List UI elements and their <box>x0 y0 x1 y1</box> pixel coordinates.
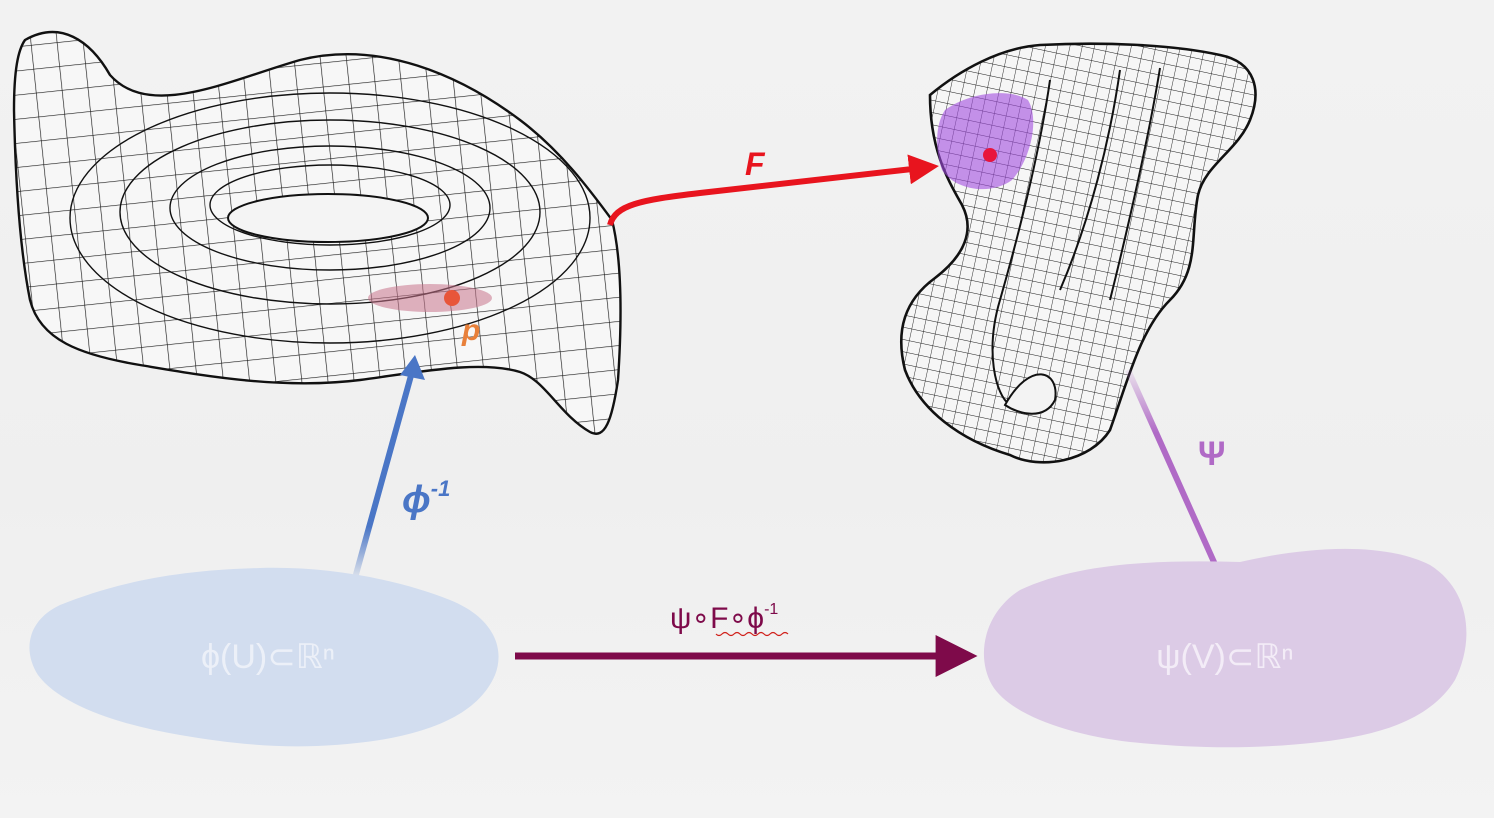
point-p-label: p <box>461 314 480 347</box>
composite-map-exponent: -1 <box>764 601 778 618</box>
point-p-marker <box>444 290 460 306</box>
map-F-arrow <box>607 154 939 226</box>
right-chart-label: ψ(V)⊂ℝⁿ <box>1156 638 1293 676</box>
left-chart-label: ϕ(U)⊂ℝⁿ <box>201 638 335 676</box>
map-F-label: F <box>745 146 766 182</box>
map-phi-inverse-base: ϕ <box>402 479 431 521</box>
composite-map-label: ψ∘F∘ϕ-1 <box>670 601 778 635</box>
right-chart-region <box>983 548 1467 748</box>
point-F-p-marker <box>983 148 997 162</box>
map-psi-label: Ψ <box>1198 435 1226 473</box>
map-phi-inverse-arrowhead <box>400 355 425 380</box>
map-phi-inverse-exponent: -1 <box>431 476 451 501</box>
map-phi-inverse-label: ϕ-1 <box>402 476 450 521</box>
neighborhood-patch-p <box>368 284 492 312</box>
neighborhood-patch-F-p <box>937 93 1034 190</box>
right-manifold-surface <box>899 42 1257 464</box>
composite-map-base: ψ∘F∘ϕ <box>670 602 764 635</box>
left-manifold-surface <box>12 30 622 435</box>
map-psi-arrow <box>1125 368 1225 582</box>
map-phi-inverse-arrow <box>352 371 415 579</box>
spellcheck-squiggle <box>715 631 789 637</box>
left-chart-region <box>29 567 499 747</box>
torus-hole <box>227 193 429 243</box>
